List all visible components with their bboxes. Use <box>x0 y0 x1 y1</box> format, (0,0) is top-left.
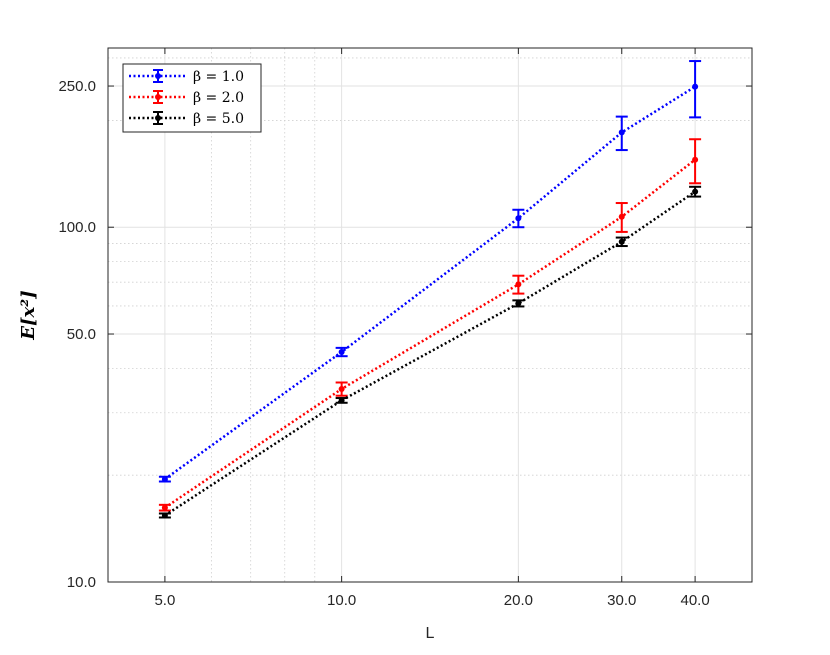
legend-entry: β = 5.0 <box>129 111 244 127</box>
x-tick-label: 5.0 <box>154 592 175 609</box>
tick-labels: 5.0 10.0 20.0 30.0 40.0 10.0 50.0 100.0 250.0 <box>58 78 709 609</box>
data-point <box>618 213 625 220</box>
legend-marker <box>155 115 161 121</box>
data-point <box>618 238 625 245</box>
legend-box <box>122 63 262 133</box>
legend-marker <box>155 73 161 79</box>
x-tick-label: 20.0 <box>504 592 533 609</box>
data-point <box>338 348 345 355</box>
y-tick-label: 50.0 <box>67 326 96 343</box>
series-line <box>164 85 696 481</box>
data-point <box>161 512 168 519</box>
x-tick-label: 40.0 <box>681 592 710 609</box>
data-point <box>692 188 699 195</box>
series-3 <box>158 185 702 519</box>
legend-entries: β = 1.0 β = 2.0 β = 5.0 <box>129 69 244 127</box>
legend-marker <box>155 94 161 100</box>
legend-entry: β = 1.0 <box>129 69 244 85</box>
series-1 <box>158 60 702 483</box>
x-tick-label: 30.0 <box>607 592 636 609</box>
data-point <box>515 281 522 288</box>
data-point <box>161 504 168 511</box>
data-point <box>338 397 345 404</box>
series-line <box>164 190 696 517</box>
data-point <box>161 476 168 483</box>
series-line <box>164 158 696 509</box>
series-layer <box>158 60 702 519</box>
y-axis-label: E[x²] <box>18 290 39 340</box>
data-point <box>515 215 522 222</box>
data-point <box>692 156 699 163</box>
series-2 <box>158 138 702 512</box>
x-axis-label: L <box>426 625 435 642</box>
x-tick-label: 10.0 <box>327 592 356 609</box>
y-tick-label: 10.0 <box>67 574 96 591</box>
y-tick-label: 250.0 <box>58 78 96 95</box>
tick-marks <box>108 48 752 583</box>
legend-entry: β = 2.0 <box>129 90 244 106</box>
legend-label: β = 2.0 <box>193 90 244 106</box>
data-point <box>338 385 345 392</box>
y-tick-label: 100.0 <box>58 219 96 236</box>
plot-frame <box>107 47 753 583</box>
legend-label: β = 1.0 <box>193 69 244 85</box>
legend: β = 1.0 β = 2.0 β = 5.0 <box>122 63 262 133</box>
data-point <box>618 129 625 136</box>
data-point <box>515 300 522 307</box>
legend-label: β = 5.0 <box>193 111 244 127</box>
data-point <box>692 83 699 90</box>
